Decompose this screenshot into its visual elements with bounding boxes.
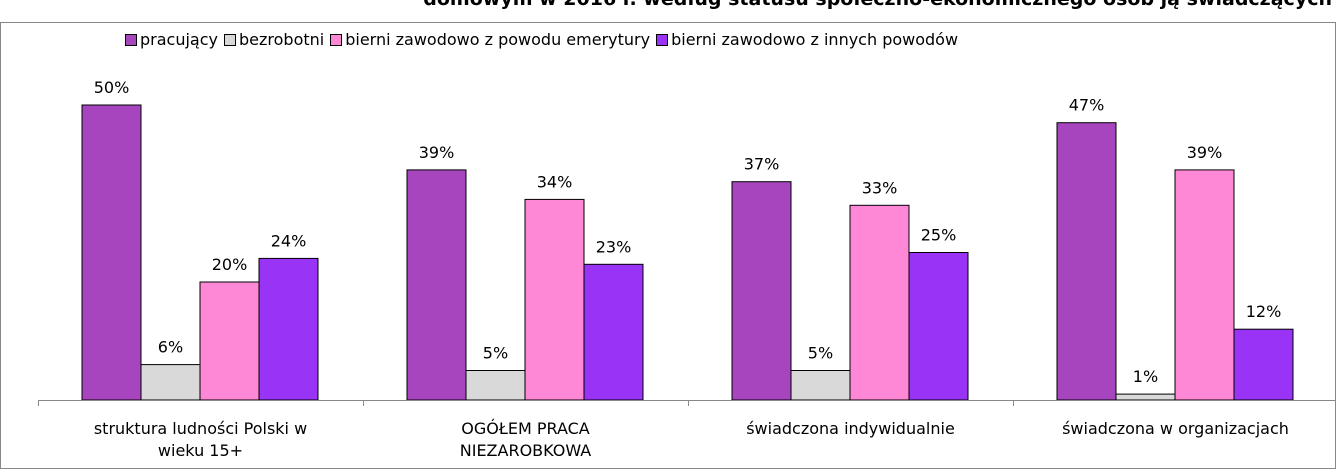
legend-swatch [224,33,236,46]
legend-item: bierni zawodowo z powodu emerytury [330,30,650,49]
value-label: 47% [1069,96,1105,115]
value-label: 1% [1133,367,1158,386]
legend-swatch [656,33,669,46]
legend-item: bierni zawodowo z innych powodów [656,30,958,49]
value-label: 6% [158,338,183,357]
legend-swatch [330,33,343,46]
bar [908,252,969,401]
bar [1056,122,1117,401]
legend-label: bierni zawodowo z powodu emerytury [345,30,651,49]
legend-item: pracujący [125,30,218,49]
bar [465,370,526,401]
value-label: 5% [483,344,508,363]
value-label: 33% [862,178,898,197]
bar [849,204,910,401]
value-label: 37% [744,155,780,174]
value-label: 5% [808,344,833,363]
chart-title: domowym w 2016 r. według statusu społecz… [423,0,1332,10]
legend-item: bezrobotni [224,30,324,49]
value-label: 20% [212,255,248,274]
value-label: 24% [271,231,307,250]
legend-swatch [125,33,137,46]
bar [1115,393,1176,401]
bar [731,181,792,401]
value-label: 12% [1246,302,1282,321]
bar [1174,169,1235,401]
value-label: 23% [596,237,632,256]
bar [1233,328,1294,401]
bar [583,263,644,401]
x-tick-label: świadczona w organizacjach [1062,419,1289,438]
value-label: 25% [921,226,957,245]
value-label: 39% [419,143,455,162]
legend-label: bierni zawodowo z innych powodów [671,30,959,49]
value-label: 34% [537,172,573,191]
legend-label: pracujący [140,30,218,49]
plot-border [0,22,1336,469]
bar [524,198,585,401]
bar [406,169,467,401]
bar [81,104,142,401]
bar [790,370,851,401]
bar [258,257,319,401]
bar [140,364,201,401]
value-label: 39% [1187,143,1223,162]
bar [199,281,260,401]
x-tick-label: świadczona indywidualnie [746,419,955,438]
legend: pracujący bezrobotni bierni zawodowo z pow… [125,30,958,49]
legend-label: bezrobotni [239,30,325,49]
x-tick-label: struktura ludności Polski w wieku 15+ [93,419,308,460]
x-tick-label: OGÓŁEM PRACA NIEZAROBKOWA [459,419,592,460]
value-label: 50% [94,78,130,97]
